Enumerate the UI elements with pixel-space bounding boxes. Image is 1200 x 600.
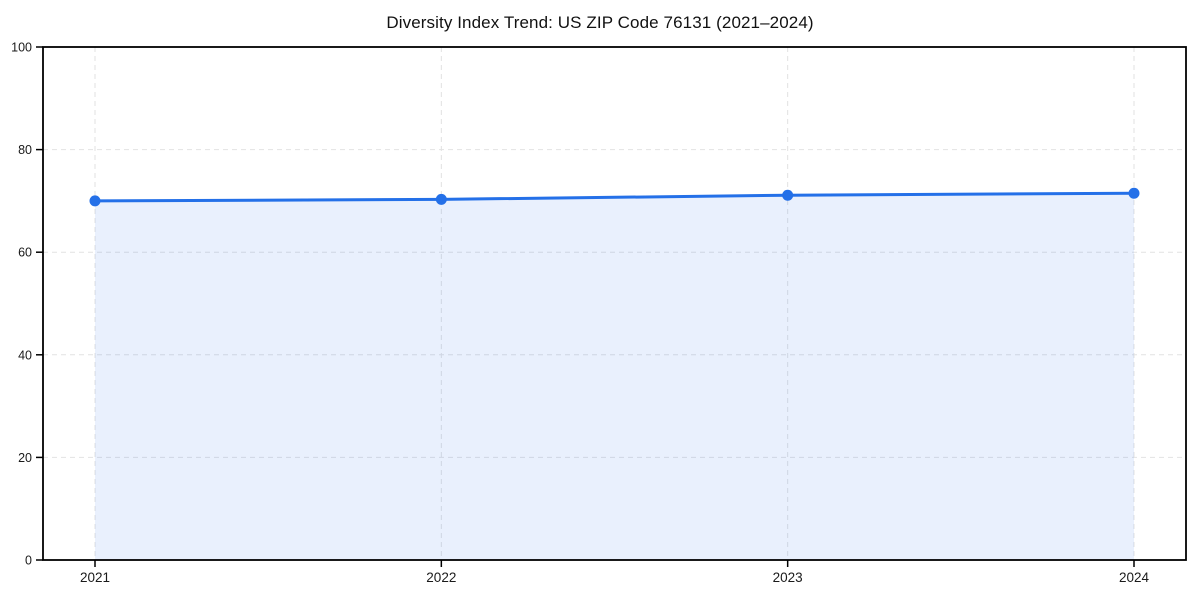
x-tick-label: 2021 — [80, 570, 110, 585]
y-axis: 0 20 40 60 80 100 — [11, 41, 43, 568]
chart-title: Diversity Index Trend: US ZIP Code 76131… — [386, 13, 814, 32]
trend-line — [93, 191, 1136, 203]
y-tick-label: 60 — [18, 246, 32, 260]
area-fill — [95, 193, 1134, 560]
data-point-2024 — [1128, 187, 1140, 199]
y-tick-label: 80 — [18, 143, 32, 157]
y-tick-label: 20 — [18, 451, 32, 465]
x-tick-label: 2022 — [426, 570, 456, 585]
data-point-2021 — [89, 195, 101, 207]
y-tick-label: 100 — [11, 41, 32, 55]
y-tick-label: 0 — [25, 554, 32, 568]
x-tick-label: 2024 — [1119, 570, 1150, 585]
plot-border — [42, 46, 1187, 561]
data-point-2023 — [782, 189, 794, 201]
y-tick-label: 40 — [18, 348, 32, 362]
x-tick-label: 2023 — [773, 570, 803, 585]
x-axis: 2021 2022 2023 2024 — [80, 560, 1150, 585]
data-point-2022 — [435, 193, 447, 205]
